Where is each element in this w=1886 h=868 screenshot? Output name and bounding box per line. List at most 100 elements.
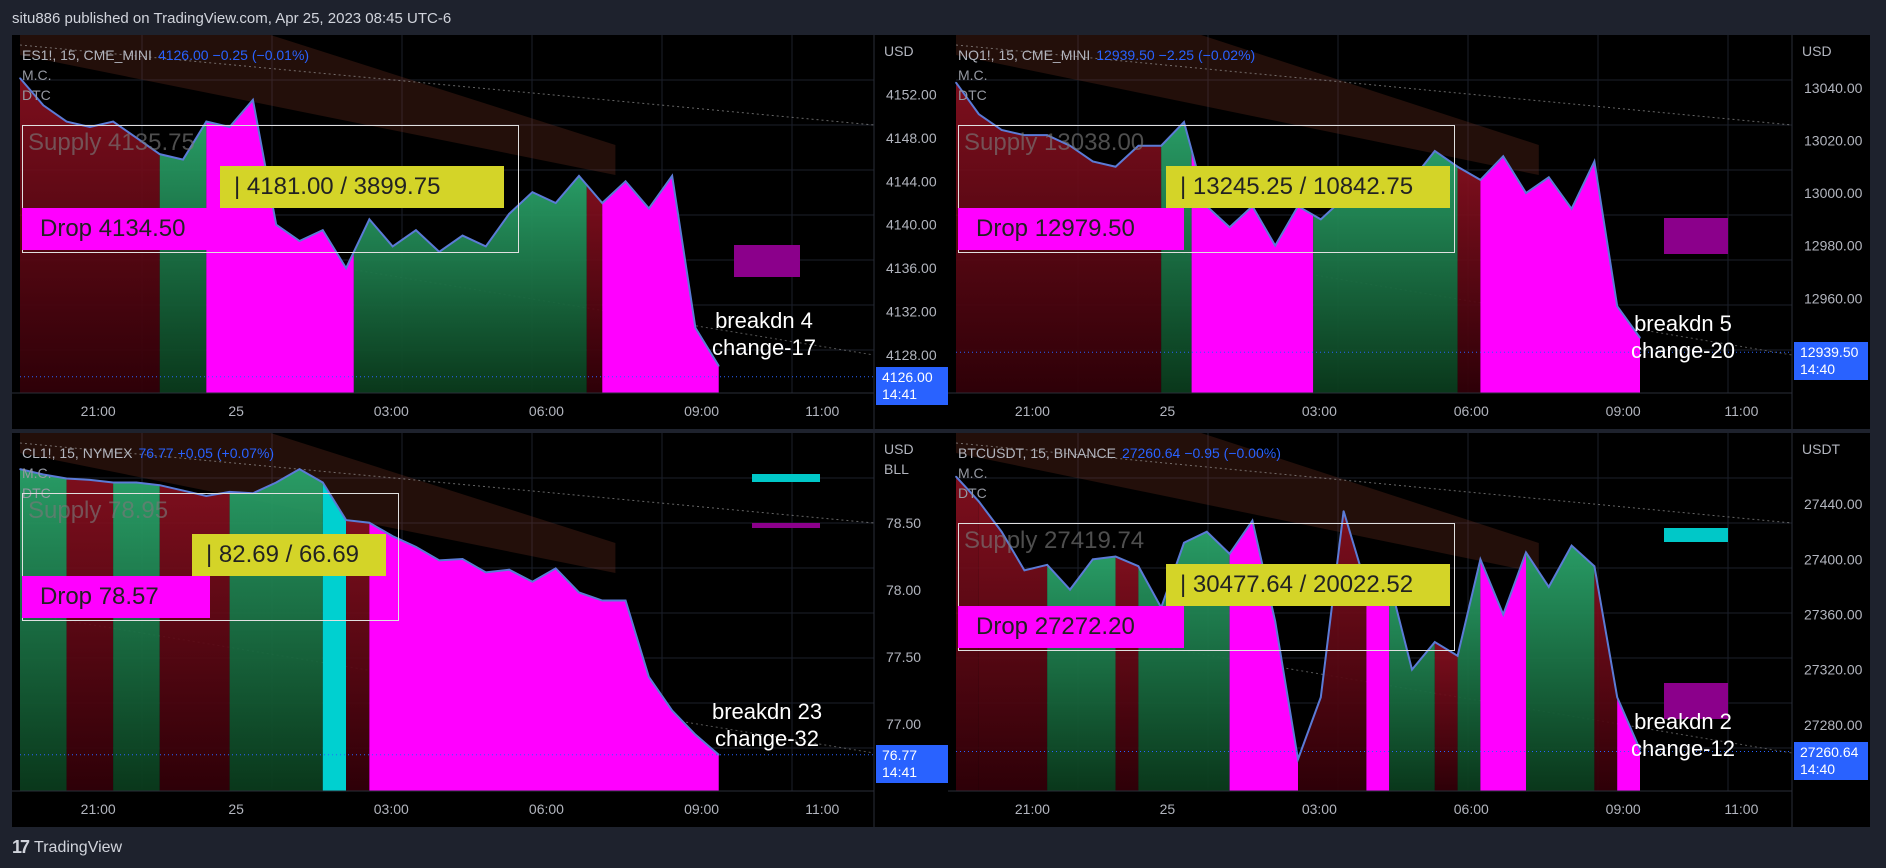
indicator-label[interactable]: DTC [22,87,51,103]
legend-price: 4126.00 [157,47,209,63]
data-point [89,479,91,481]
x-tick-label: 09:00 [1606,403,1641,419]
area-segment-red [66,478,114,791]
chart-svg[interactable]: 78.50 78.00 77.50 77.00 21:00 25 03:00 06:00 09:… [12,433,952,827]
last-price-tag: 12939.50 14:40 [1794,342,1868,381]
area-segment-green [1457,559,1481,791]
data-point [298,240,301,242]
data-point [531,191,534,193]
x-tick-label: 25 [228,403,244,419]
symbol-label[interactable]: NQ1!, 15, CME_MINI [958,47,1091,63]
legend-change: −0.95 (−0.00%) [1184,445,1281,461]
data-point [438,559,441,562]
data-point [1183,121,1185,123]
symbol-label[interactable]: ES1!, 15, CME_MINI [22,47,152,63]
area-segment-green [20,469,67,791]
data-point [1570,208,1573,210]
supply-zone-box[interactable] [22,125,519,253]
annot-line-2: change-17 [712,335,816,360]
data-point [158,153,161,155]
chart-panel-btc[interactable]: 27440.00 27400.00 27360.00 27320.00 27280.00… [948,433,1870,827]
marker-box [734,245,800,277]
data-point [1183,541,1185,544]
y-tick-label: 13020.00 [1804,132,1863,148]
data-point [1023,134,1026,136]
channel-band [956,433,1539,573]
data-point [624,180,627,183]
marker-cyan [752,474,820,482]
y-tick-label: 12980.00 [1804,238,1863,254]
x-tick-label: 06:00 [1454,801,1489,817]
x-tick-label: 25 [1160,403,1176,419]
data-point [1023,569,1026,572]
data-point [182,489,184,492]
area-segment-red [1594,566,1618,791]
chart-panel-nq[interactable]: 13040.00 13020.00 13000.00 12980.00 12960.00… [948,35,1870,429]
data-point [1456,165,1459,168]
area-segment-green [113,482,160,791]
x-tick-label: 09:00 [684,801,719,817]
data-point [1434,641,1436,643]
drop-label: Drop 78.57 [22,576,210,618]
data-point [1434,150,1436,152]
data-point [42,104,45,107]
data-point [1593,160,1596,163]
y-tick-label: 4140.00 [886,217,937,233]
area-segment-magenta [1480,156,1640,393]
data-point [321,229,324,231]
chart-panel-es[interactable]: 4152.00 4148.00 4144.00 4140.00 4136.00 4132.… [12,35,952,429]
data-point [1342,510,1345,512]
y-tick-label: 78.00 [886,582,921,598]
breakdown-annotation: breakdn 2 change-12 [1631,708,1735,762]
last-price-countdown: 14:40 [1800,760,1836,777]
x-tick-label: 25 [228,801,244,817]
legend-price: 27260.64 [1121,445,1181,461]
supply-label: Supply 78.95 [28,497,169,524]
indicator-label[interactable]: M.C. [958,67,988,83]
currency-label: USDT [1802,441,1841,457]
last-price-countdown: 14:40 [1800,361,1836,378]
data-point [624,599,627,602]
area-segment-magenta [1191,150,1314,393]
data-point [694,733,697,736]
data-point [1092,160,1094,163]
x-tick-label: 11:00 [805,403,839,419]
data-point [1320,696,1322,699]
data-point [228,491,231,493]
annot-line-2: change-12 [1631,736,1735,761]
y-tick-label: 4144.00 [886,173,937,189]
area-segment-red [1457,166,1481,393]
supply-zone-box[interactable] [22,493,399,621]
data-point [1570,544,1573,547]
x-tick-label: 06:00 [529,403,564,419]
symbol-label[interactable]: BTCUSDT, 15, BINANCE [958,445,1116,461]
chart-panel-cl[interactable]: 78.50 78.00 77.50 77.00 21:00 25 03:00 06:00 09:… [12,433,952,827]
data-point [415,546,417,548]
indicator-label[interactable]: DTC [958,87,987,103]
indicator-label[interactable]: M.C. [22,67,52,83]
indicator-label[interactable]: M.C. [22,465,52,481]
y-tick-label: 77.50 [886,649,921,665]
indicator-label[interactable]: DTC [958,485,987,501]
x-tick-label: 06:00 [1454,403,1489,419]
legend-change: +0.05 (+0.07%) [177,445,275,461]
symbol-label[interactable]: CL1!, 15, NYMEX [22,445,133,461]
legend-change: −2.25 (−0.02%) [1158,47,1256,63]
data-point [1502,613,1504,616]
chart-svg[interactable]: 27440.00 27400.00 27360.00 27320.00 27280.00… [948,433,1870,827]
y-tick-label: 12960.00 [1804,290,1863,306]
x-tick-label: 09:00 [684,403,719,419]
legend: NQ1!, 15, CME_MINI 12939.50 −2.25 (−0.02%)… [958,45,1255,105]
indicator-label[interactable]: M.C. [958,465,988,481]
channel-band [20,35,616,175]
trend-line [19,214,875,356]
area-segment-magenta [1617,697,1640,791]
x-tick-label: 21:00 [81,801,116,817]
supply-zone-box[interactable] [958,125,1455,253]
data-point [485,571,487,574]
marker-box [1664,218,1728,254]
data-point [955,81,957,84]
supply-zone-box[interactable] [958,523,1455,651]
x-tick-label: 09:00 [1606,801,1641,817]
data-point [1114,165,1117,168]
